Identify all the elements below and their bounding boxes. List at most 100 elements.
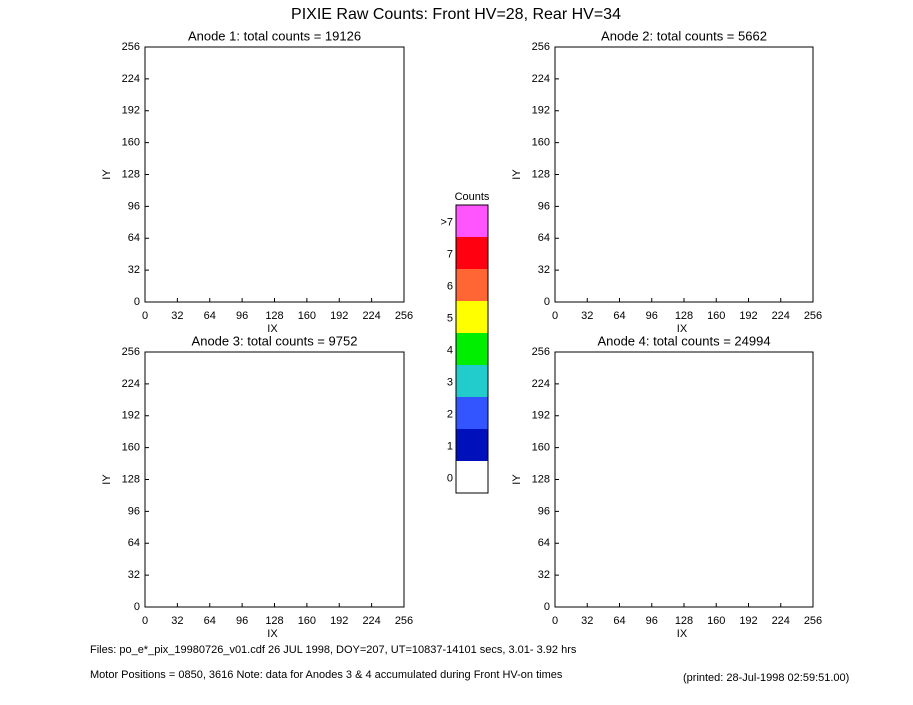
- y-tick-label: 0: [544, 296, 550, 308]
- colorbar-swatch: [456, 365, 488, 397]
- panel-title: Anode 4: total counts = 24994: [597, 333, 770, 348]
- y-tick-label: 96: [128, 200, 140, 212]
- x-tick-label: 192: [739, 615, 757, 627]
- y-tick-label: 224: [122, 378, 140, 390]
- x-tick-label: 96: [236, 310, 248, 322]
- x-tick-label: 96: [236, 615, 248, 627]
- y-tick-label: 96: [128, 505, 140, 517]
- x-tick-label: 256: [395, 310, 413, 322]
- y-axis-label: IY: [511, 474, 523, 485]
- plot-frame: [554, 46, 814, 303]
- x-tick-label: 64: [204, 615, 216, 627]
- y-tick-label: 0: [134, 296, 140, 308]
- x-tick-label: 32: [581, 310, 593, 322]
- colorbar-title: Counts: [455, 191, 490, 203]
- y-tick-label: 128: [122, 168, 140, 180]
- colorbar-swatch: [456, 237, 488, 269]
- colorbar-label: 1: [447, 441, 453, 453]
- footer-files: Files: po_e*_pix_19980726_v01.cdf 26 JUL…: [90, 644, 577, 656]
- y-tick-label: 32: [538, 569, 550, 581]
- x-tick-label: 0: [552, 615, 558, 627]
- colorbar-label: 4: [447, 345, 453, 357]
- x-tick-label: 96: [646, 615, 658, 627]
- y-tick-label: 224: [122, 73, 140, 85]
- x-axis-label: IX: [267, 323, 278, 335]
- colorbar-label: 3: [447, 377, 453, 389]
- y-tick-label: 64: [128, 232, 140, 244]
- x-tick-label: 0: [142, 310, 148, 322]
- footer-printed: (printed: 28-Jul-1998 02:59:51.00): [683, 672, 849, 684]
- colorbar-label: 7: [447, 249, 453, 261]
- x-tick-label: 128: [675, 310, 693, 322]
- x-tick-label: 160: [707, 615, 725, 627]
- x-tick-label: 128: [265, 615, 283, 627]
- y-tick-label: 224: [532, 378, 550, 390]
- y-tick-label: 96: [538, 200, 550, 212]
- y-tick-label: 0: [544, 601, 550, 613]
- panel-title: Anode 3: total counts = 9752: [192, 333, 358, 348]
- x-tick-label: 32: [171, 310, 183, 322]
- y-tick-label: 256: [532, 346, 550, 358]
- plot-frame: [144, 351, 405, 608]
- x-tick-label: 224: [362, 310, 380, 322]
- y-tick-label: 0: [134, 601, 140, 613]
- x-tick-label: 32: [581, 615, 593, 627]
- colorbar-label: 5: [447, 313, 453, 325]
- x-tick-label: 128: [675, 615, 693, 627]
- colorbar-swatch: [456, 205, 488, 237]
- colorbar-label: >7: [440, 217, 453, 229]
- x-tick-label: 64: [204, 310, 216, 322]
- plot-frame: [554, 351, 814, 608]
- x-tick-label: 224: [772, 310, 790, 322]
- x-tick-label: 192: [330, 310, 348, 322]
- y-tick-label: 64: [128, 537, 140, 549]
- y-tick-label: 256: [122, 346, 140, 358]
- x-tick-label: 0: [552, 310, 558, 322]
- y-tick-label: 32: [128, 569, 140, 581]
- y-axis-label: IY: [101, 169, 113, 180]
- colorbar-label: 2: [447, 409, 453, 421]
- x-tick-label: 256: [804, 615, 822, 627]
- plot-frame: [144, 46, 405, 303]
- colorbar-frame: [455, 204, 489, 494]
- colorbar-swatch: [456, 301, 488, 333]
- y-tick-label: 128: [122, 473, 140, 485]
- y-tick-label: 64: [538, 537, 550, 549]
- x-tick-label: 160: [298, 310, 316, 322]
- x-tick-label: 128: [265, 310, 283, 322]
- footer-motor: Motor Positions = 0850, 3616 Note: data …: [90, 669, 563, 681]
- y-tick-label: 160: [532, 442, 550, 454]
- y-tick-label: 64: [538, 232, 550, 244]
- y-tick-label: 32: [538, 264, 550, 276]
- y-tick-label: 192: [122, 105, 140, 117]
- x-tick-label: 64: [613, 310, 625, 322]
- y-tick-label: 192: [532, 105, 550, 117]
- y-tick-label: 160: [122, 137, 140, 149]
- x-tick-label: 32: [171, 615, 183, 627]
- y-tick-label: 160: [532, 137, 550, 149]
- x-tick-label: 0: [142, 615, 148, 627]
- y-tick-label: 192: [532, 410, 550, 422]
- y-tick-label: 192: [122, 410, 140, 422]
- x-axis-label: IX: [677, 628, 688, 640]
- x-axis-label: IX: [267, 628, 278, 640]
- x-tick-label: 224: [772, 615, 790, 627]
- x-tick-label: 160: [707, 310, 725, 322]
- y-tick-label: 32: [128, 264, 140, 276]
- x-tick-label: 192: [330, 615, 348, 627]
- y-tick-label: 128: [532, 473, 550, 485]
- panel-title: Anode 2: total counts = 5662: [601, 28, 767, 43]
- colorbar-label: 6: [447, 281, 453, 293]
- y-tick-label: 96: [538, 505, 550, 517]
- page-title: PIXIE Raw Counts: Front HV=28, Rear HV=3…: [291, 6, 621, 23]
- y-axis-label: IY: [101, 474, 113, 485]
- colorbar-swatch: [456, 269, 488, 301]
- y-tick-label: 224: [532, 73, 550, 85]
- panel-title: Anode 1: total counts = 19126: [188, 28, 361, 43]
- colorbar-swatch: [456, 333, 488, 365]
- y-axis-label: IY: [511, 169, 523, 180]
- x-tick-label: 64: [613, 615, 625, 627]
- x-tick-label: 256: [395, 615, 413, 627]
- y-tick-label: 160: [122, 442, 140, 454]
